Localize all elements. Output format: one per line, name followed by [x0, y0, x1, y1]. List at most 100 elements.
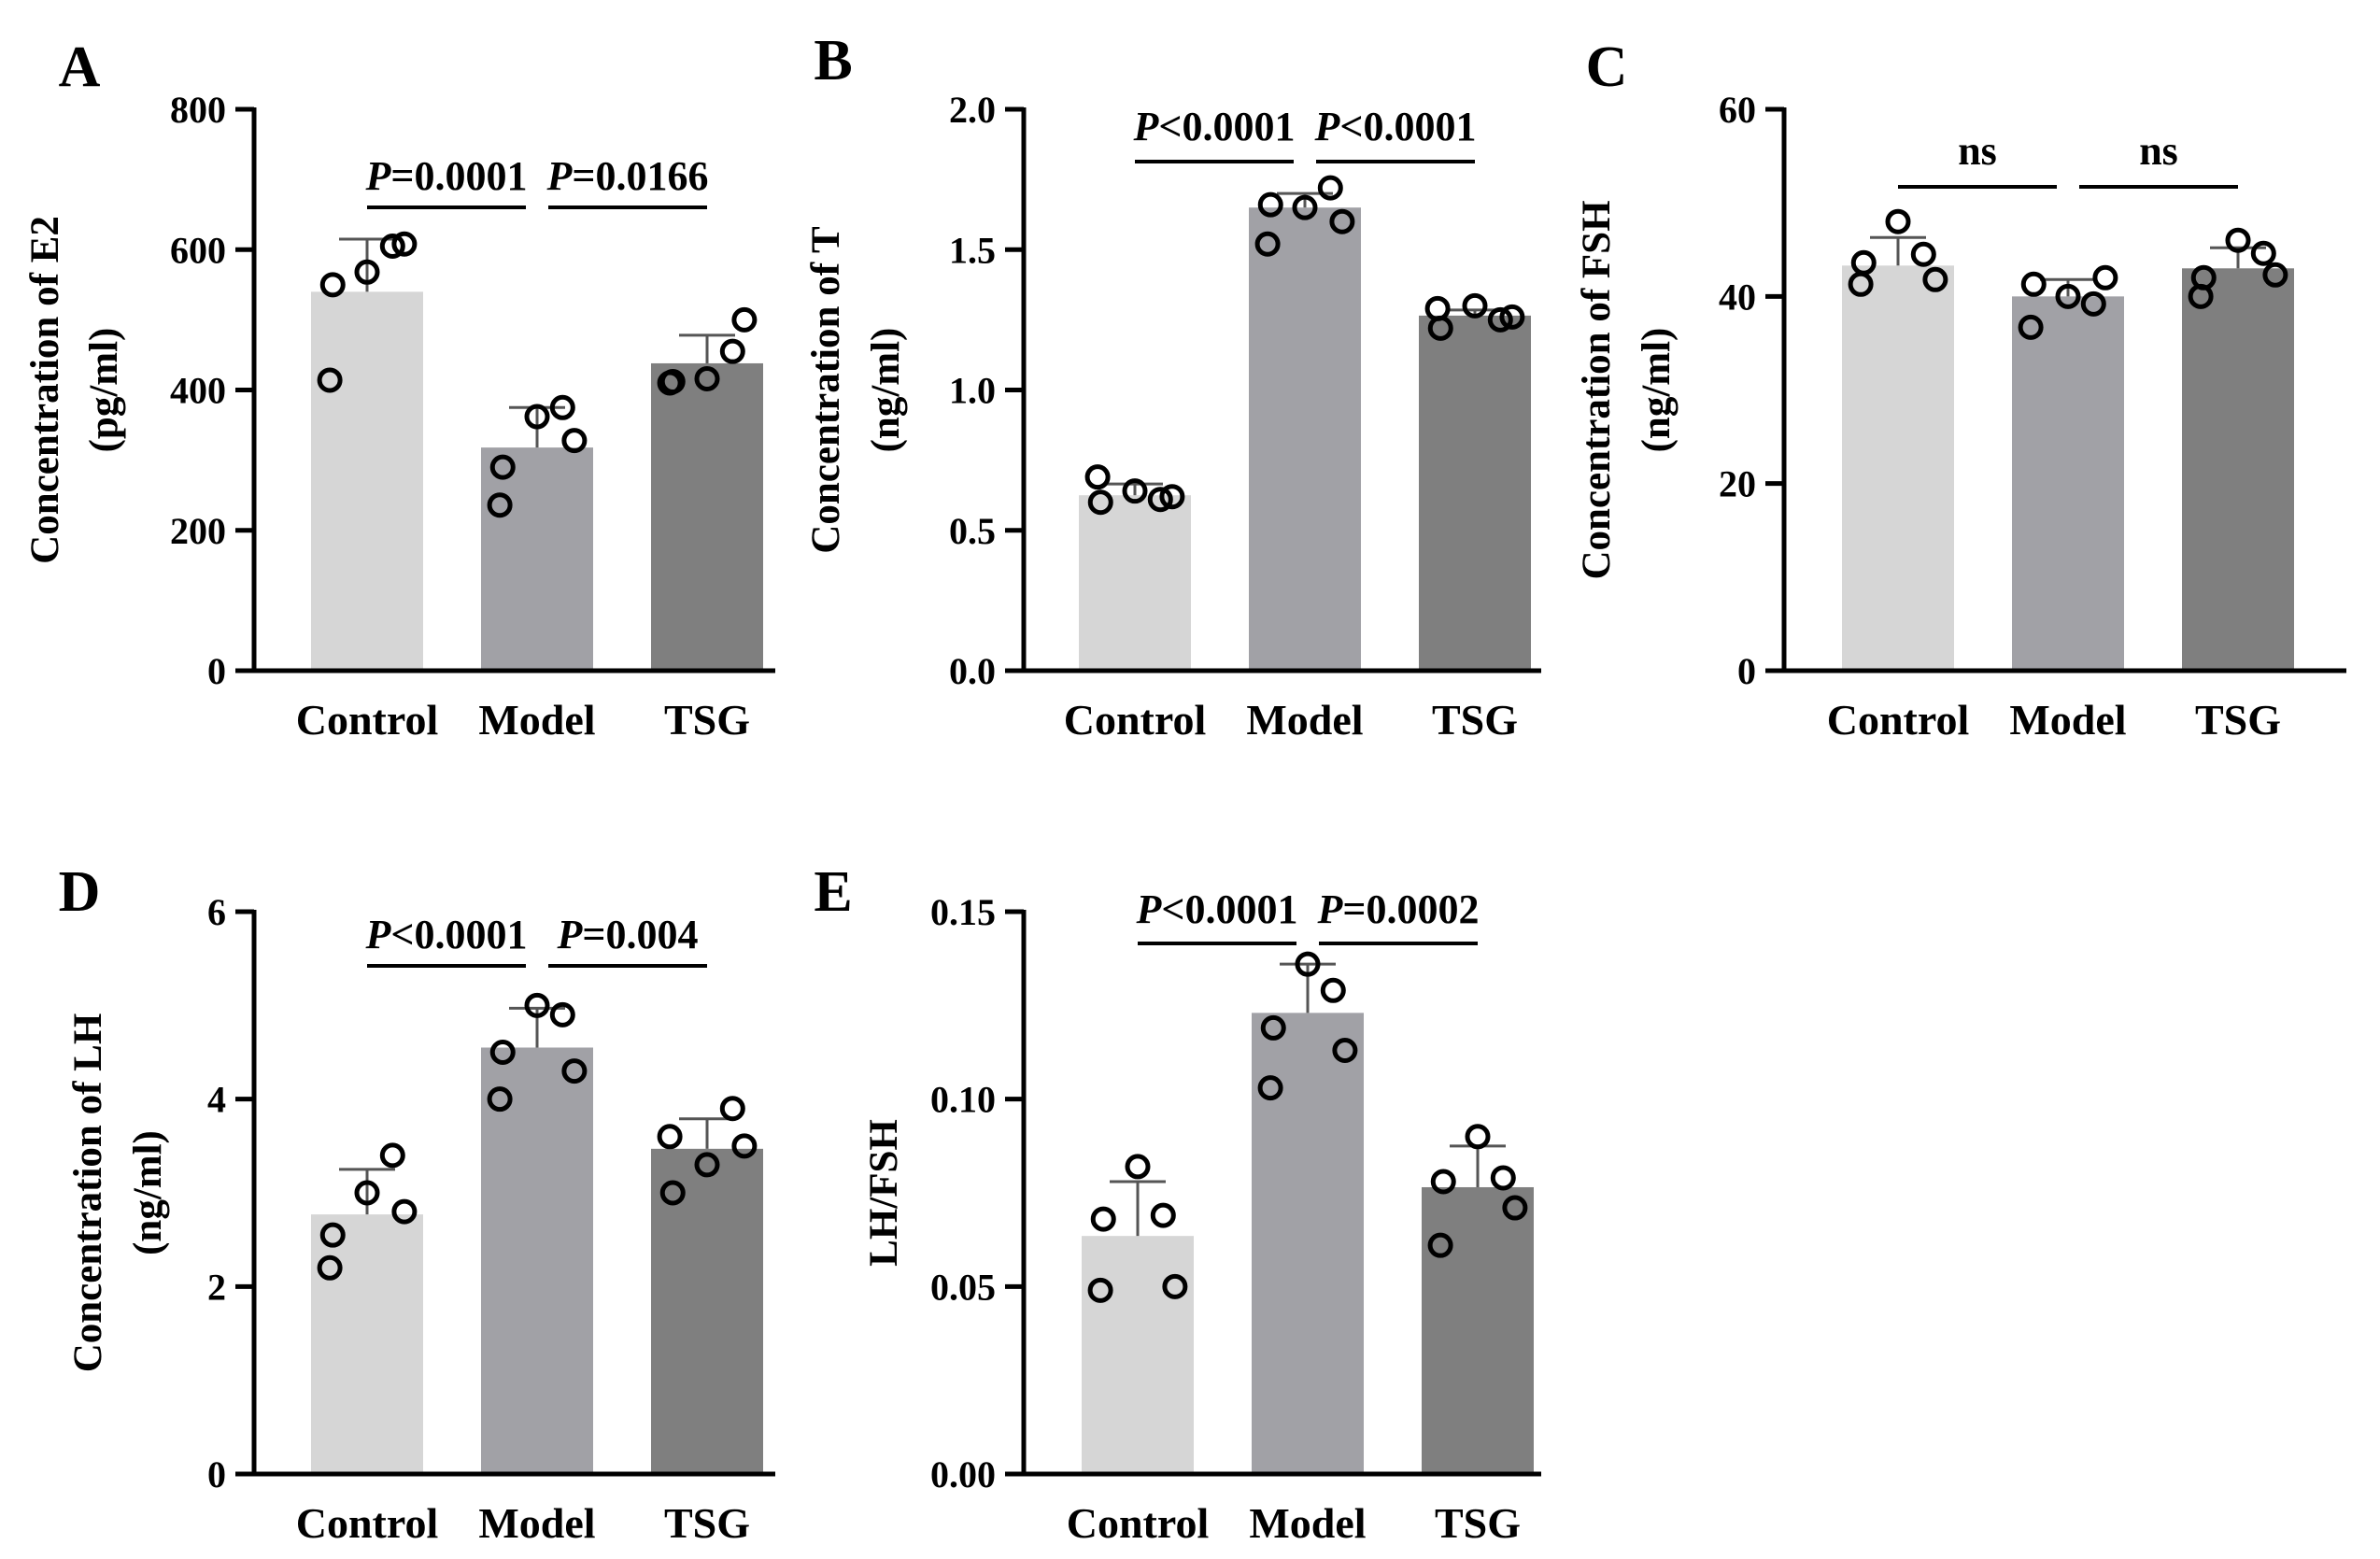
- data-point: [2225, 227, 2251, 253]
- significance-bracket: P=0.0002: [1317, 886, 1479, 945]
- data-point: [731, 1133, 758, 1159]
- chart-panel-e: E 0.00 0.05 0.10 0.15 Control Model TSG LH/FSH P<…: [814, 860, 1541, 1547]
- data-point: [1332, 1037, 1358, 1063]
- y-tick-label: 6: [207, 891, 226, 933]
- data-point: [354, 1180, 380, 1206]
- data-point: [1122, 478, 1148, 504]
- bar-model: [481, 447, 593, 671]
- chart-panel-a: A 0 200 400 600 800 Control Model TSG Concentrati…: [23, 35, 775, 744]
- y-tick-label: 0.10: [930, 1079, 996, 1121]
- data-point: [2080, 291, 2106, 317]
- data-point: [1499, 304, 1525, 330]
- data-point: [1465, 1124, 1491, 1150]
- data-point: [2262, 262, 2288, 288]
- data-point: [1922, 266, 1948, 292]
- y-tick-label: 2: [207, 1266, 226, 1308]
- data-point: [659, 1180, 686, 1206]
- bar-control: [311, 1214, 423, 1474]
- data-point: [659, 368, 686, 394]
- data-point: [1254, 231, 1281, 257]
- error-bar-model: [1280, 962, 1336, 1013]
- data-point: [1487, 306, 1513, 333]
- bar-tsg: [1422, 1186, 1534, 1474]
- y-tick-label: 600: [170, 229, 226, 271]
- data-point: [524, 404, 550, 430]
- x-category-label: TSG: [664, 1499, 750, 1547]
- data-point: [2190, 264, 2217, 291]
- bar-tsg: [1419, 315, 1531, 671]
- data-point: [489, 454, 516, 480]
- x-category-label: TSG: [2195, 696, 2281, 744]
- y-axis-label: LH/FSH: [862, 1119, 906, 1267]
- panel-letter: C: [1586, 35, 1628, 99]
- bar-model: [481, 1047, 593, 1474]
- data-point: [379, 233, 405, 259]
- significance-bracket: P<0.0001: [1314, 104, 1477, 163]
- x-category-label: Control: [296, 1499, 439, 1547]
- chart-panel-d: D 0 2 4 6 Control Model TSG Concentration of LH (…: [59, 860, 775, 1547]
- data-point: [2018, 314, 2044, 340]
- y-tick-label: 0.5: [949, 510, 996, 552]
- data-point: [1084, 464, 1111, 490]
- data-point: [1490, 1165, 1516, 1191]
- data-point: [549, 394, 575, 420]
- y-tick-label: 0: [207, 1453, 226, 1495]
- bar-model: [2012, 296, 2124, 671]
- data-point: [319, 272, 346, 298]
- significance-bracket: P=0.0001: [365, 153, 528, 209]
- y-tick-label: 0: [1737, 650, 1756, 692]
- data-point: [2250, 240, 2276, 266]
- y-tick-label: 0.05: [930, 1266, 996, 1308]
- error-bar-control: [339, 1168, 395, 1215]
- y-tick-label: 800: [170, 89, 226, 131]
- data-point: [1125, 1154, 1151, 1180]
- x-category-label: Control: [1067, 1499, 1210, 1547]
- data-point: [354, 259, 380, 285]
- panel-letter: D: [59, 860, 101, 924]
- error-bar-tsg: [679, 333, 735, 363]
- y-tick-label: 2.0: [949, 89, 996, 131]
- data-point: [549, 1001, 575, 1028]
- error-bar-control: [1870, 235, 1926, 266]
- y-axis-label: (ng/ml): [1635, 328, 1679, 453]
- significance-label: ns: [2139, 128, 2178, 174]
- data-point: [489, 1040, 516, 1065]
- significance-label: P=0.0166: [546, 153, 709, 199]
- significance-bracket: P<0.0001: [1133, 104, 1295, 163]
- panel-letter: A: [59, 35, 101, 99]
- y-tick-label: 4: [207, 1079, 226, 1121]
- y-tick-label: 40: [1719, 276, 1756, 318]
- x-category-label: Model: [1246, 696, 1363, 744]
- panel-letter: B: [814, 29, 852, 92]
- data-point: [561, 1058, 588, 1084]
- data-point: [1292, 194, 1318, 220]
- bar-control: [311, 291, 423, 671]
- bar-tsg: [651, 1148, 763, 1474]
- y-tick-label: 0.00: [930, 1453, 996, 1495]
- data-point: [1317, 175, 1343, 201]
- x-category-label: Model: [478, 1499, 595, 1547]
- data-point: [379, 1142, 405, 1169]
- data-point: [1462, 292, 1488, 319]
- y-axis-label: Concentration of T: [804, 226, 848, 554]
- y-axis-label: (ng/ml): [126, 1130, 170, 1255]
- data-point: [487, 1086, 513, 1113]
- data-point: [1427, 1232, 1453, 1258]
- bar-control: [1842, 265, 1954, 671]
- significance-label: P=0.0001: [365, 153, 528, 199]
- data-point: [1087, 489, 1113, 516]
- significance-label: P<0.0001: [1314, 104, 1477, 149]
- significance-bracket: P<0.0001: [365, 912, 527, 968]
- error-bar-control: [1107, 482, 1163, 496]
- y-tick-label: 60: [1719, 89, 1756, 131]
- y-axis-label: (ng/ml): [864, 328, 908, 453]
- x-category-label: Control: [1064, 696, 1207, 744]
- x-category-label: Control: [1827, 696, 1970, 744]
- data-point: [731, 306, 758, 333]
- data-point: [694, 365, 720, 391]
- y-tick-label: 200: [170, 510, 226, 552]
- data-point: [1430, 1169, 1456, 1195]
- data-point: [391, 1198, 418, 1225]
- bar-tsg: [2182, 268, 2294, 671]
- x-category-label: TSG: [1432, 696, 1518, 744]
